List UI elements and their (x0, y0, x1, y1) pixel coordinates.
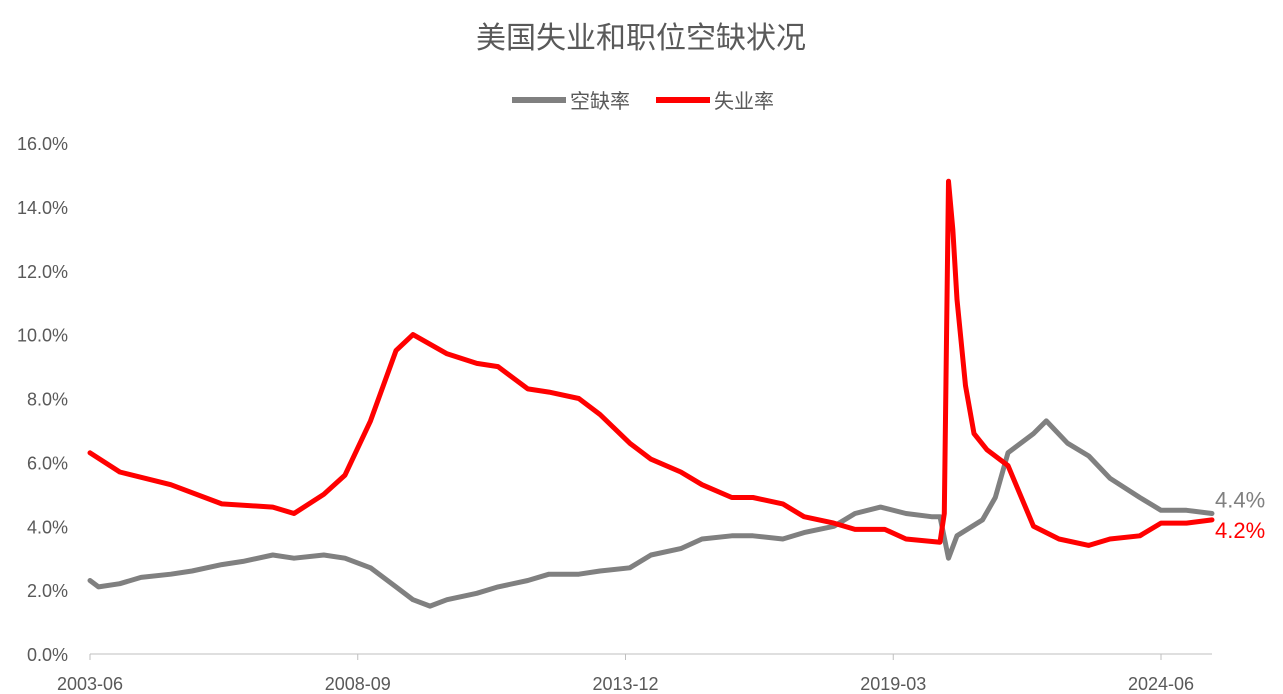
y-tick-label: 16.0% (17, 134, 68, 154)
legend-label-unemployment: 失业率 (714, 89, 774, 113)
x-tick-label: 2019-03 (860, 674, 926, 694)
y-axis: 0.0% 2.0% 4.0% 6.0% 8.0% 10.0% 12.0% 14.0% 16.0% (17, 134, 68, 665)
legend: 空缺率 失业率 (512, 89, 774, 113)
x-tick-label: 2003-06 (57, 674, 123, 694)
x-tick-label: 2008-09 (325, 674, 391, 694)
y-tick-label: 4.0% (27, 517, 68, 537)
y-tick-label: 6.0% (27, 453, 68, 473)
unemployment-rate-line (87, 178, 1215, 548)
unemployment-end-label: 4.2% (1215, 518, 1265, 543)
chart-title: 美国失业和职位空缺状况 (476, 21, 806, 56)
vacancy-rate-line (87, 418, 1215, 609)
y-tick-label: 0.0% (27, 645, 68, 665)
y-tick-label: 2.0% (27, 581, 68, 601)
x-axis: 2003-06 2008-09 2013-12 2019-03 2024-06 (57, 653, 1212, 694)
y-tick-label: 14.0% (17, 198, 68, 218)
end-labels: 4.4% 4.2% (1215, 487, 1265, 542)
y-tick-label: 8.0% (27, 390, 68, 410)
series-lines (87, 178, 1215, 609)
x-tick-label: 2024-06 (1128, 674, 1194, 694)
y-tick-label: 12.0% (17, 262, 68, 282)
legend-label-vacancy: 空缺率 (570, 89, 630, 113)
x-tick-label: 2013-12 (592, 674, 658, 694)
vacancy-end-label: 4.4% (1215, 487, 1265, 512)
y-tick-label: 10.0% (17, 326, 68, 346)
